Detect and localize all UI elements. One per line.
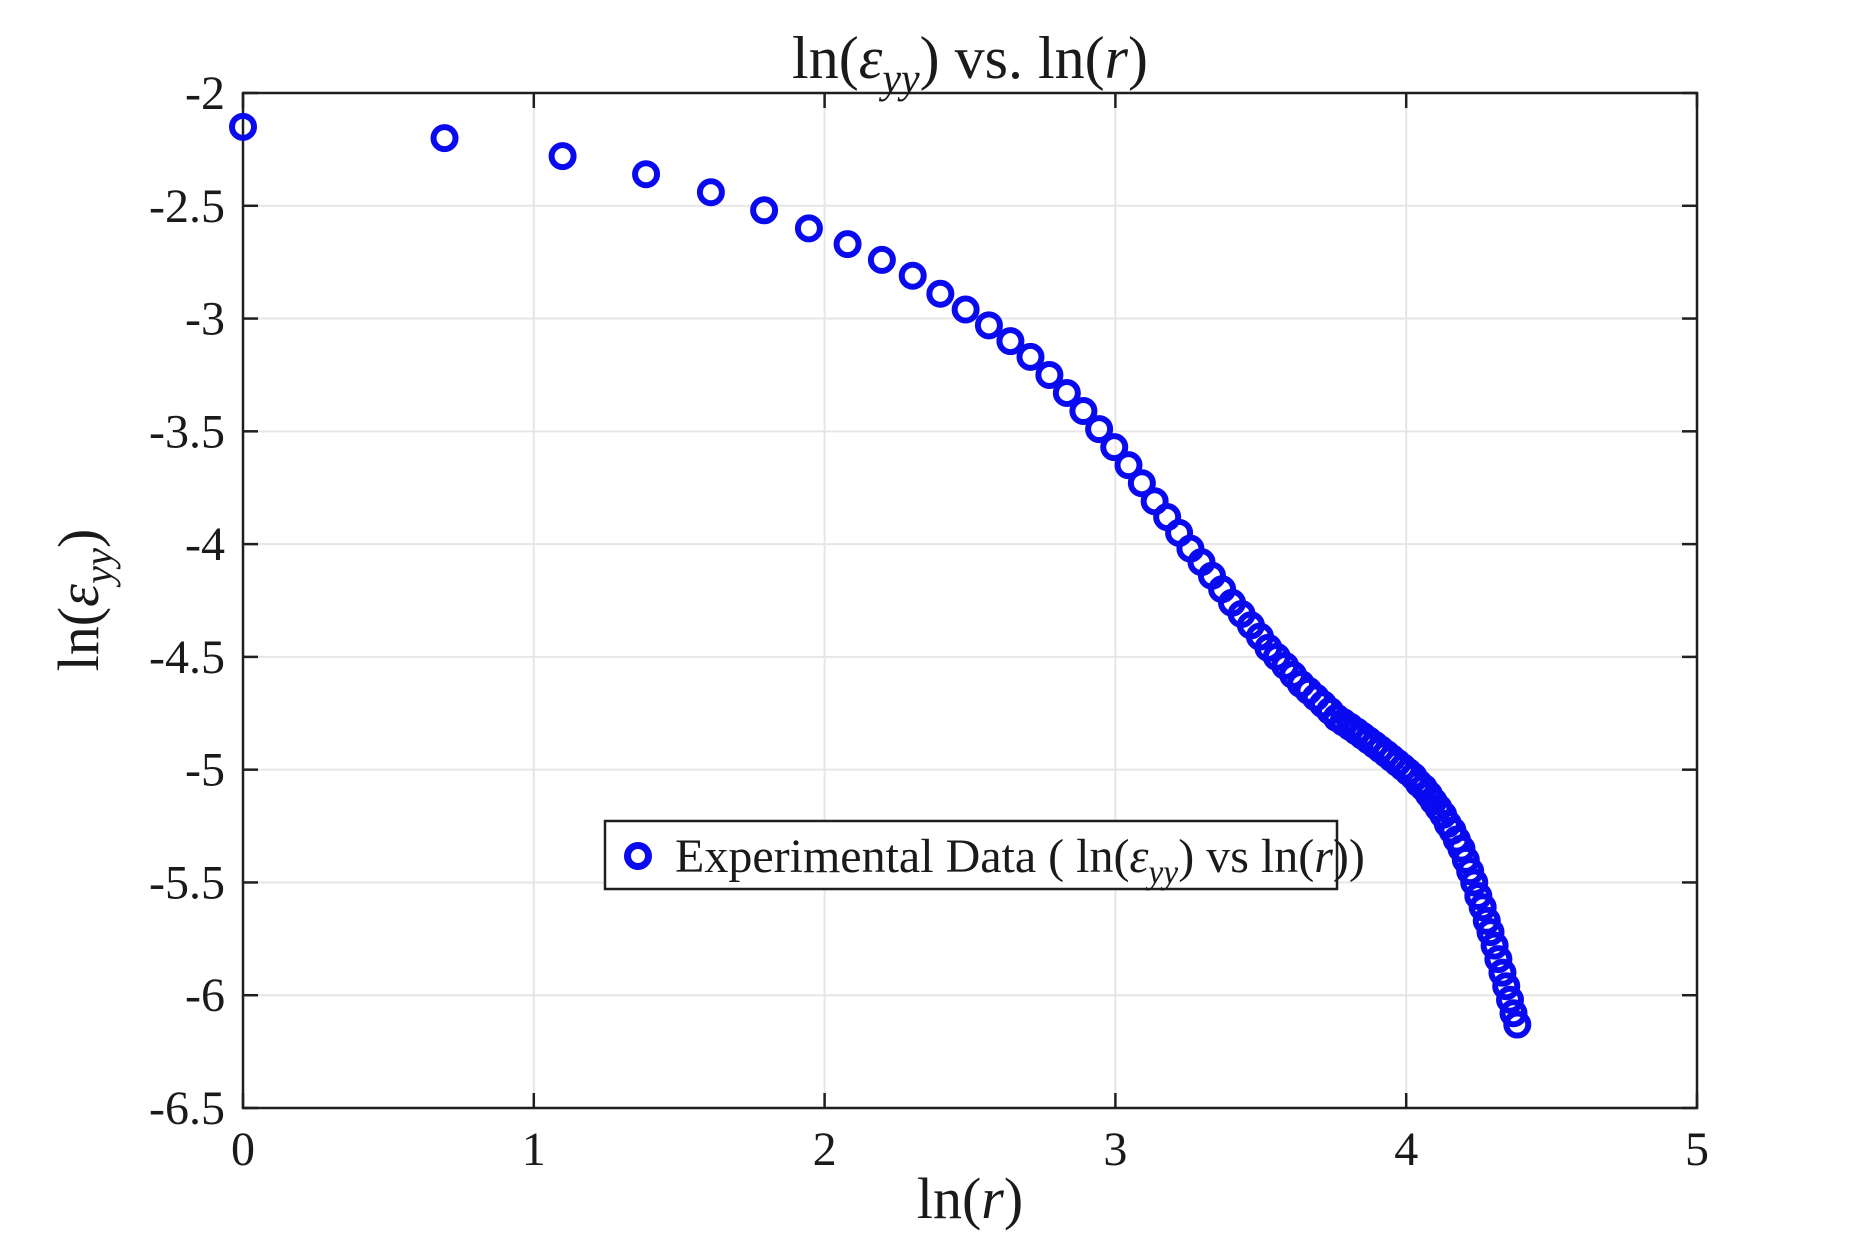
legend-marker-icon: [624, 842, 652, 870]
legend-entry-label-token: yy: [1145, 855, 1178, 892]
y-tick-label: -5.5: [149, 856, 225, 909]
data-point-marker: [548, 142, 577, 171]
legend-entry-label-token: Experimental Data (: [675, 830, 1076, 883]
x-tick-label: 3: [1103, 1123, 1127, 1176]
data-point-marker: [1460, 868, 1489, 897]
tick-layer: [241, 91, 1699, 1110]
y-axis-label-token: ε: [46, 584, 111, 607]
y-tick-label: -6.5: [149, 1082, 225, 1135]
legend-entry-label-token: ) vs: [1178, 830, 1261, 883]
y-tick-label: -4: [185, 518, 225, 571]
data-point-marker: [1127, 469, 1156, 498]
data-point-marker: [1052, 378, 1081, 407]
x-tick-label: 2: [813, 1123, 837, 1176]
data-point-marker: [430, 124, 459, 153]
x-axis-label-token: ln(: [917, 1166, 981, 1231]
legend-entry-label-token: ln(: [1261, 830, 1314, 883]
chart-title-token: r: [1105, 25, 1129, 91]
data-point-marker: [898, 261, 927, 290]
y-tick-label: -4.5: [149, 631, 225, 684]
chart-title-token: ln(: [792, 25, 859, 91]
data-point-marker: [996, 327, 1025, 356]
y-tick-label: -5: [185, 744, 225, 797]
axes-box-layer: [241, 91, 1699, 1110]
data-point-marker: [1035, 360, 1064, 389]
data-point-marker: [794, 214, 823, 243]
data-point-marker: [750, 196, 779, 225]
data-point-marker: [951, 295, 980, 324]
data-point-marker: [1488, 958, 1517, 987]
legend-entry-label-token: )): [1333, 830, 1365, 883]
data-point-marker: [632, 160, 661, 189]
y-tick-label: -6: [185, 969, 225, 1022]
data-point-marker: [1503, 1010, 1532, 1039]
legend-entry-label-token: r: [1314, 830, 1333, 883]
x-axis-label: ln(r): [917, 1166, 1023, 1231]
data-point-marker: [1468, 893, 1497, 922]
x-tick-label: 0: [231, 1123, 255, 1176]
y-tick-label: -3: [185, 293, 225, 346]
chart-title-token: ): [1128, 25, 1148, 91]
legend-entry-label: Experimental Data ( ln(εyy) vs ln(r)): [675, 830, 1365, 892]
legend-entry-label-token: ln(: [1076, 830, 1129, 883]
data-point-marker: [696, 178, 725, 207]
data-series-layer: [229, 112, 1532, 1039]
x-tick-label: 4: [1394, 1123, 1418, 1176]
data-point-marker: [867, 245, 896, 274]
legend-entry-label-token: ε: [1129, 830, 1148, 883]
grid-layer: [243, 93, 1697, 1108]
chart-title-token: ε: [859, 25, 883, 91]
y-tick-label: -3.5: [149, 405, 225, 458]
y-axis-label-token: ): [46, 529, 111, 548]
data-point-marker: [1016, 342, 1045, 371]
data-point-marker: [926, 279, 955, 308]
data-point-marker: [1492, 972, 1521, 1001]
y-axis-label-token: yy: [76, 547, 121, 588]
y-tick-label: -2: [185, 67, 225, 120]
legend-box: [603, 819, 1339, 891]
x-axis-label-token: ): [1004, 1166, 1023, 1231]
axes-box: [241, 91, 1699, 1110]
data-point-marker: [1480, 931, 1509, 960]
y-tick-label: -2.5: [149, 180, 225, 233]
data-point-marker: [229, 112, 257, 141]
data-point-marker: [1496, 985, 1525, 1014]
data-point-marker: [1085, 415, 1114, 444]
data-point-marker: [1114, 451, 1143, 480]
data-point-marker: [974, 311, 1003, 340]
text-layer: -2-2.5-3-3.5-4-4.5-5-5.5-6-6.50 1 2 3 4 5ln(ε…: [46, 25, 1709, 1231]
chart-title: ln(εyy) vs. ln(r): [792, 25, 1148, 102]
chart-title-token: ) vs. ln(: [920, 25, 1105, 91]
chart-title-token: yy: [878, 56, 920, 102]
data-point-marker: [1100, 433, 1129, 462]
data-point-marker: [833, 230, 862, 259]
legend: Experimental Data ( ln(εyy) vs ln(r)): [603, 819, 1365, 892]
data-point-marker: [1484, 945, 1513, 974]
data-point-marker: [1069, 397, 1098, 426]
x-axis-label-token: r: [981, 1166, 1004, 1231]
x-tick-label: 1: [522, 1123, 546, 1176]
y-axis-label-token: ln(: [46, 607, 111, 671]
data-point-marker: [1476, 918, 1505, 947]
y-axis-label: ln(εyy): [46, 529, 121, 672]
x-tick-label: 5: [1685, 1123, 1709, 1176]
